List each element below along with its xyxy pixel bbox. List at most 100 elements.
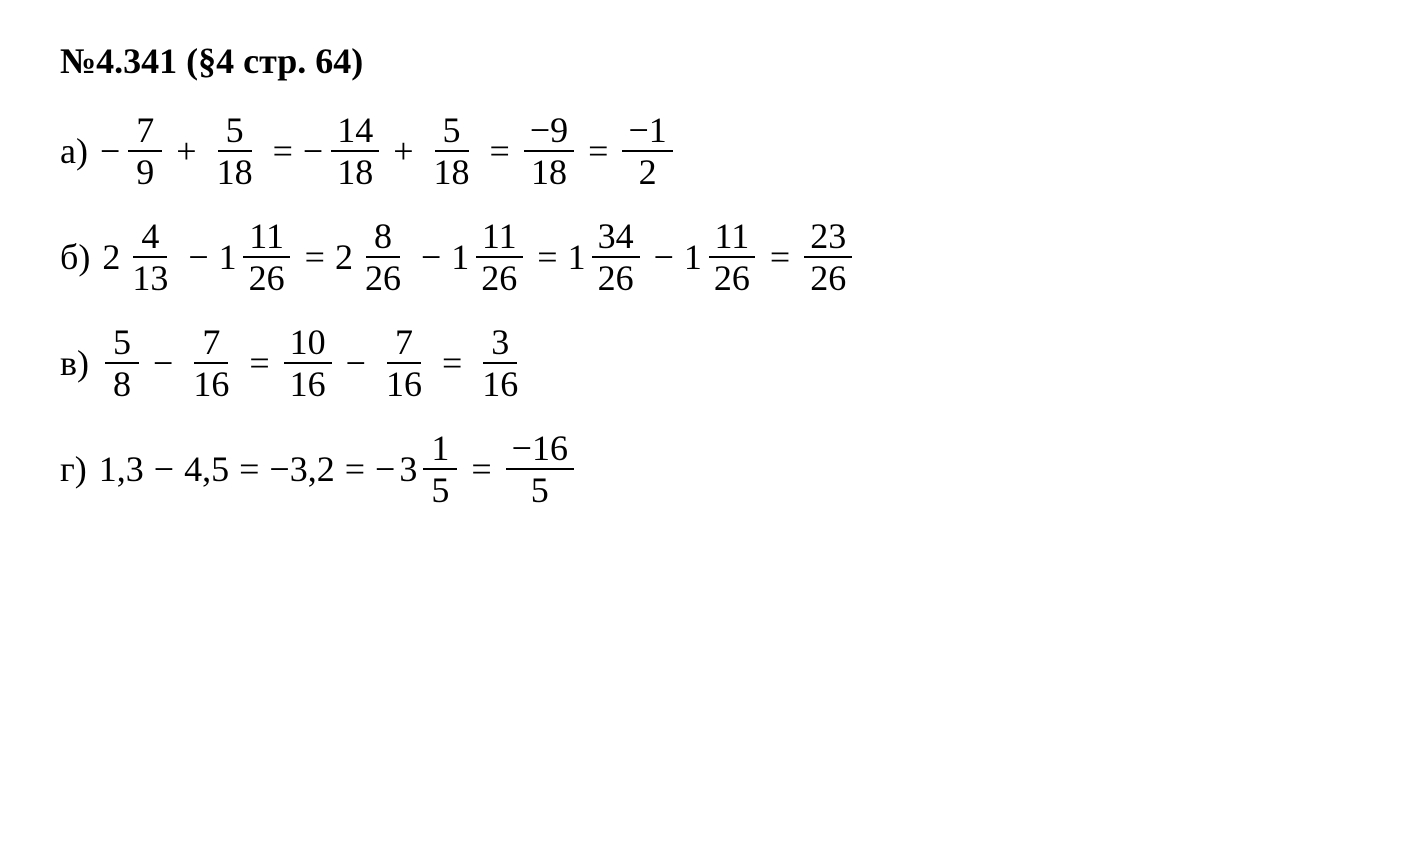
equals-sign: = bbox=[471, 451, 491, 487]
denominator: 9 bbox=[128, 152, 162, 190]
minus-sign: − bbox=[303, 133, 323, 169]
denominator: 26 bbox=[243, 258, 291, 296]
denominator: 26 bbox=[359, 258, 407, 296]
denominator: 5 bbox=[523, 470, 557, 508]
denominator: 2 bbox=[631, 152, 665, 190]
fraction: 10 16 bbox=[284, 324, 332, 402]
equation-b: б) 2 4 13 − 1 11 26 = 2 8 26 − 1 11 26 =… bbox=[60, 218, 1362, 296]
denominator: 18 bbox=[331, 152, 379, 190]
whole-part: 1 bbox=[219, 239, 237, 275]
fraction: 7 9 bbox=[128, 112, 162, 190]
decimal-value: 4,5 bbox=[184, 451, 229, 487]
mixed-number: 1 34 26 bbox=[568, 218, 644, 296]
fraction: 11 26 bbox=[475, 218, 523, 296]
fraction: 11 26 bbox=[243, 218, 291, 296]
denominator: 5 bbox=[423, 470, 457, 508]
denominator: 26 bbox=[475, 258, 523, 296]
plus-sign: + bbox=[393, 133, 413, 169]
denominator: 8 bbox=[105, 364, 139, 402]
mixed-number: 3 1 5 bbox=[399, 430, 461, 508]
label-b: б) bbox=[60, 239, 90, 275]
numerator: 34 bbox=[592, 218, 640, 258]
fraction: 34 26 bbox=[592, 218, 640, 296]
numerator: 7 bbox=[128, 112, 162, 152]
problem-title: №4.341 (§4 стр. 64) bbox=[60, 40, 1362, 82]
minus-sign: − bbox=[654, 239, 674, 275]
denominator: 16 bbox=[380, 364, 428, 402]
equals-sign: = bbox=[239, 451, 259, 487]
whole-part: 1 bbox=[568, 239, 586, 275]
fraction: 5 8 bbox=[105, 324, 139, 402]
minus-sign: − bbox=[421, 239, 441, 275]
equation-a: а) − 7 9 + 5 18 = − 14 18 + 5 18 = −9 18… bbox=[60, 112, 1362, 190]
fraction: 5 18 bbox=[428, 112, 476, 190]
equals-sign: = bbox=[273, 133, 293, 169]
numerator: −9 bbox=[524, 112, 574, 152]
mixed-number: 1 11 26 bbox=[684, 218, 760, 296]
denominator: 16 bbox=[284, 364, 332, 402]
numerator: 23 bbox=[804, 218, 852, 258]
whole-part: 2 bbox=[335, 239, 353, 275]
decimal-value: 1,3 bbox=[99, 451, 144, 487]
fraction: −16 5 bbox=[506, 430, 574, 508]
equals-sign: = bbox=[588, 133, 608, 169]
fraction: 4 13 bbox=[126, 218, 174, 296]
equals-sign: = bbox=[345, 451, 365, 487]
fraction: 14 18 bbox=[331, 112, 379, 190]
fraction: 7 16 bbox=[380, 324, 428, 402]
fraction: 1 5 bbox=[423, 430, 457, 508]
label-a: а) bbox=[60, 133, 88, 169]
numerator: 7 bbox=[387, 324, 421, 364]
fraction: 23 26 bbox=[804, 218, 852, 296]
whole-part: 3 bbox=[399, 451, 417, 487]
equation-c: в) 5 8 − 7 16 = 10 16 − 7 16 = 3 16 bbox=[60, 324, 1362, 402]
fraction: −1 2 bbox=[622, 112, 672, 190]
denominator: 26 bbox=[804, 258, 852, 296]
denominator: 26 bbox=[708, 258, 756, 296]
denominator: 18 bbox=[211, 152, 259, 190]
numerator: −1 bbox=[622, 112, 672, 152]
minus-sign: − bbox=[100, 133, 120, 169]
numerator: 5 bbox=[105, 324, 139, 364]
numerator: 4 bbox=[133, 218, 167, 258]
minus-sign: − bbox=[153, 345, 173, 381]
numerator: 11 bbox=[476, 218, 523, 258]
equals-sign: = bbox=[770, 239, 790, 275]
mixed-number: 1 11 26 bbox=[219, 218, 295, 296]
numerator: 10 bbox=[284, 324, 332, 364]
denominator: 18 bbox=[428, 152, 476, 190]
fraction: 11 26 bbox=[708, 218, 756, 296]
mixed-number: 2 4 13 bbox=[102, 218, 178, 296]
minus-sign: − bbox=[375, 451, 395, 487]
fraction: 3 16 bbox=[476, 324, 524, 402]
numerator: −16 bbox=[506, 430, 574, 470]
decimal-value: −3,2 bbox=[269, 451, 334, 487]
mixed-number: 1 11 26 bbox=[451, 218, 527, 296]
numerator: 5 bbox=[435, 112, 469, 152]
numerator: 7 bbox=[194, 324, 228, 364]
numerator: 8 bbox=[366, 218, 400, 258]
numerator: 3 bbox=[483, 324, 517, 364]
minus-sign: − bbox=[346, 345, 366, 381]
plus-sign: + bbox=[176, 133, 196, 169]
fraction: 7 16 bbox=[187, 324, 235, 402]
equals-sign: = bbox=[305, 239, 325, 275]
label-c: в) bbox=[60, 345, 89, 381]
fraction: −9 18 bbox=[524, 112, 574, 190]
label-d: г) bbox=[60, 451, 87, 487]
equals-sign: = bbox=[249, 345, 269, 381]
equals-sign: = bbox=[442, 345, 462, 381]
whole-part: 2 bbox=[102, 239, 120, 275]
denominator: 16 bbox=[476, 364, 524, 402]
equals-sign: = bbox=[537, 239, 557, 275]
whole-part: 1 bbox=[684, 239, 702, 275]
mixed-number: 2 8 26 bbox=[335, 218, 411, 296]
denominator: 18 bbox=[525, 152, 573, 190]
denominator: 13 bbox=[126, 258, 174, 296]
numerator: 14 bbox=[331, 112, 379, 152]
denominator: 26 bbox=[592, 258, 640, 296]
numerator: 11 bbox=[709, 218, 756, 258]
minus-sign: − bbox=[154, 451, 174, 487]
numerator: 11 bbox=[243, 218, 290, 258]
whole-part: 1 bbox=[451, 239, 469, 275]
